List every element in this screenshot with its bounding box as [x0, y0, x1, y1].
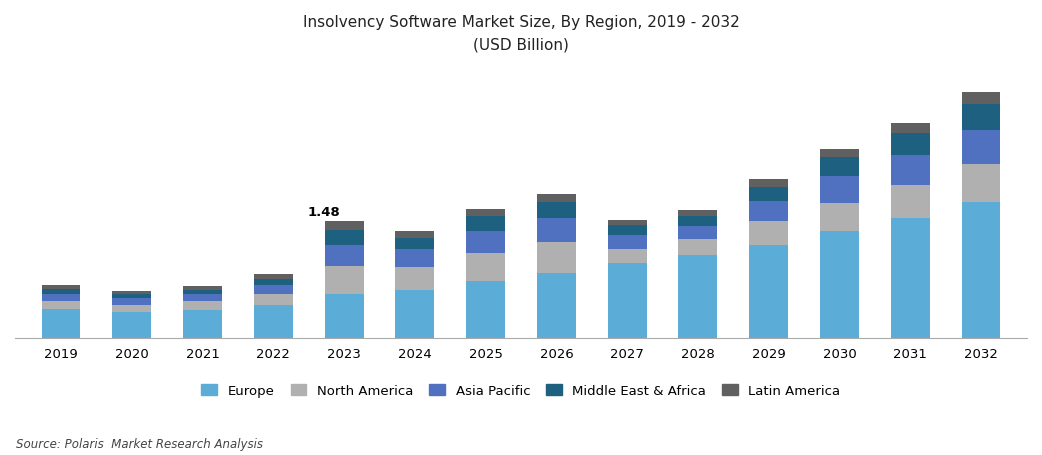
Bar	[537, 273, 576, 338]
Bar	[962, 131, 1000, 165]
Bar	[749, 187, 788, 201]
Bar	[678, 216, 717, 227]
Legend: Europe, North America, Asia Pacific, Middle East & Africa, Latin America: Europe, North America, Asia Pacific, Mid…	[195, 378, 847, 404]
Bar	[395, 232, 435, 239]
Bar	[183, 295, 222, 302]
Bar	[607, 235, 647, 249]
Bar	[820, 149, 859, 158]
Bar	[537, 194, 576, 203]
Bar	[820, 232, 859, 338]
Bar	[749, 180, 788, 187]
Bar	[891, 134, 929, 156]
Bar	[113, 305, 151, 313]
Bar	[183, 310, 222, 338]
Bar	[466, 217, 505, 231]
Bar	[607, 249, 647, 263]
Bar	[962, 93, 1000, 105]
Bar	[325, 245, 364, 267]
Bar	[254, 285, 293, 294]
Bar	[749, 245, 788, 338]
Bar	[395, 250, 435, 267]
Bar	[537, 242, 576, 273]
Bar	[891, 123, 929, 134]
Bar	[42, 301, 80, 310]
Bar	[183, 302, 222, 310]
Bar	[325, 267, 364, 295]
Bar	[325, 230, 364, 245]
Text: 1.48: 1.48	[307, 206, 340, 218]
Bar	[42, 289, 80, 294]
Bar	[820, 177, 859, 203]
Bar	[113, 298, 151, 305]
Bar	[325, 222, 364, 230]
Bar	[537, 203, 576, 218]
Bar	[607, 263, 647, 338]
Bar	[395, 291, 435, 338]
Bar	[42, 285, 80, 289]
Bar	[113, 295, 151, 298]
Bar	[678, 255, 717, 338]
Bar	[42, 310, 80, 338]
Bar	[749, 201, 788, 222]
Bar	[537, 218, 576, 242]
Bar	[607, 226, 647, 235]
Bar	[962, 203, 1000, 338]
Text: Source: Polaris  Market Research Analysis: Source: Polaris Market Research Analysis	[16, 437, 263, 450]
Bar	[254, 279, 293, 285]
Bar	[749, 222, 788, 245]
Bar	[891, 218, 929, 338]
Bar	[820, 203, 859, 232]
Bar	[254, 305, 293, 338]
Bar	[962, 105, 1000, 131]
Bar	[678, 240, 717, 255]
Bar	[678, 211, 717, 216]
Bar	[254, 294, 293, 305]
Bar	[678, 227, 717, 240]
Bar	[607, 220, 647, 226]
Bar	[254, 274, 293, 279]
Bar	[891, 156, 929, 186]
Bar	[42, 294, 80, 301]
Bar	[820, 158, 859, 177]
Bar	[183, 290, 222, 295]
Title: Insolvency Software Market Size, By Region, 2019 - 2032
(USD Billion): Insolvency Software Market Size, By Regi…	[302, 15, 740, 52]
Bar	[466, 209, 505, 217]
Bar	[395, 267, 435, 291]
Bar	[113, 292, 151, 295]
Bar	[466, 253, 505, 281]
Bar	[113, 313, 151, 338]
Bar	[962, 165, 1000, 203]
Bar	[466, 231, 505, 253]
Bar	[325, 295, 364, 338]
Bar	[466, 281, 505, 338]
Bar	[183, 286, 222, 290]
Bar	[891, 186, 929, 218]
Bar	[395, 239, 435, 250]
